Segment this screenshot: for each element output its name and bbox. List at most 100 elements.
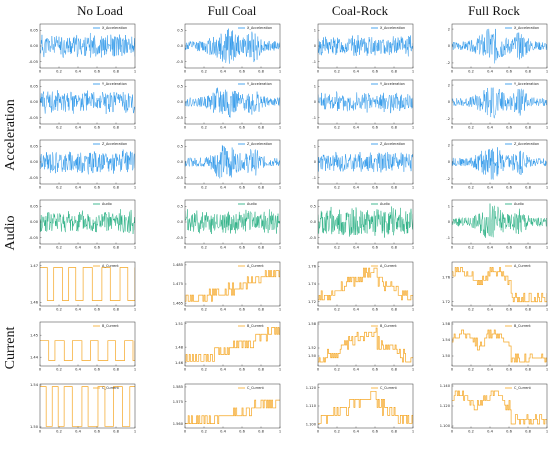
x-tick-label: 0 (451, 368, 454, 372)
y-tick-label: 1.72 (442, 300, 450, 304)
x-tick-label: 0.8 (113, 70, 119, 74)
axes-frame (451, 261, 548, 307)
x-tick-label: 0 (184, 126, 187, 130)
x-tick-label: 0 (451, 70, 454, 74)
y-tick-label: 0.5 (177, 144, 183, 148)
legend-label: X_Acceleration (380, 26, 405, 30)
legend-label: X_Acceleration (247, 26, 272, 30)
series-line-audio-full-coal (185, 209, 280, 235)
panel-x-accel-full-coal: -0.5 0.0 0.5 0 0.2 0.4 0.6 0.8 1 X_Acceleration (176, 23, 281, 74)
x-tick-label: 0.8 (258, 186, 264, 190)
x-tick-label: 0.8 (113, 368, 119, 372)
y-tick-label: 1.140 (440, 384, 451, 388)
x-tick-label: 0.4 (353, 368, 359, 372)
legend-label: Z_Acceleration (380, 142, 405, 146)
y-tick-label: 0.5 (177, 28, 183, 32)
legend-label: B_Current (514, 324, 531, 328)
y-tick-label: 1.560 (173, 422, 184, 426)
y-tick-label: 1.54 (30, 383, 39, 387)
panel-grid: -0.050.000.050 0.2 0.4 0.6 0.8 1X_Acceleratio… (29, 23, 548, 434)
axes-frame (184, 321, 281, 367)
x-tick-label: 0.6 (506, 308, 512, 312)
y-tick-label: -0.5 (176, 236, 183, 240)
x-tick-label: 0.2 (468, 186, 474, 190)
x-tick-label: 1 (412, 186, 414, 190)
panel-c-current-no-load: 1.50 1.54 0 0.2 0.4 0.6 0.8 1 C_Current (30, 383, 136, 433)
y-tick-label: -0.05 (29, 176, 38, 180)
x-tick-label: 0.6 (239, 70, 245, 74)
panel-audio-no-load: -0.05 0.00 0.05 0 0.2 0.4 0.6 0.8 1 Audio (29, 199, 136, 250)
x-tick-label: 0.6 (239, 430, 245, 434)
y-tick-label: 1.100 (306, 423, 317, 427)
panel-a-current-no-load: 1.46 1.47 0 0.2 0.4 0.6 0.8 1 A_Current (30, 261, 136, 312)
x-tick-label: 0.2 (334, 368, 340, 372)
y-tick-label: -2 (446, 117, 450, 121)
x-tick-label: 0.8 (525, 430, 531, 434)
series-line-y-accel-no-load (40, 90, 135, 114)
y-tick-label: 0.05 (30, 204, 38, 208)
panel-y-accel-no-load: -0.05 0.00 0.05 0 0.2 0.4 0.6 0.8 1 Y_Acceleratio… (29, 79, 136, 130)
series-line-audio-coal-rock (318, 206, 413, 238)
y-tick-label: 1.58 (442, 322, 451, 326)
x-tick-label: 0 (317, 308, 320, 312)
panel-a-current-full-coal: 1.465 1.475 1.485 0 0.2 0.4 0.6 0.8 1 A_Current (173, 261, 281, 312)
x-tick-label: 0.2 (334, 308, 340, 312)
x-tick-label: 0.2 (468, 430, 474, 434)
y-tick-label: 1.120 (440, 404, 451, 408)
x-tick-label: 0.6 (506, 246, 512, 250)
axes-frame (317, 383, 414, 429)
y-tick-label: 1.72 (308, 300, 316, 304)
y-tick-label: 0.0 (177, 44, 183, 48)
series-line-c-current-full-rock (452, 390, 547, 425)
panel-audio-full-rock: -1 0 1 0 0.2 0.4 0.6 0.8 1 Audio (446, 199, 548, 250)
x-tick-label: 0.4 (353, 430, 359, 434)
x-tick-label: 0.8 (113, 246, 119, 250)
x-tick-label: 0.4 (487, 308, 493, 312)
x-tick-label: 0.8 (258, 246, 264, 250)
y-tick-label: 1.76 (442, 275, 451, 279)
y-tick-label: 1.46 (30, 301, 39, 305)
y-tick-label: 1.44 (30, 355, 39, 359)
x-tick-label: 1 (546, 126, 548, 130)
y-tick-label: -0.05 (29, 236, 38, 240)
series-line-c-current-no-load (40, 386, 135, 427)
y-tick-label: 0.5 (177, 84, 183, 88)
x-tick-label: 0 (451, 186, 454, 190)
x-tick-label: 0 (451, 430, 454, 434)
y-tick-label: 0.05 (30, 84, 38, 88)
y-tick-label: -0.05 (29, 60, 38, 64)
legend-label: A_Current (380, 264, 397, 268)
panel-a-current-full-rock: 1.72 1.76 0 0.2 0.4 0.6 0.8 1 A_Current (442, 261, 548, 312)
legend-label: X_Acceleration (514, 26, 539, 30)
legend-label: C_Current (514, 386, 531, 390)
y-tick-label: 0.5 (310, 204, 316, 208)
x-tick-label: 0.4 (487, 126, 493, 130)
column-title-full-coal: Full Coal (208, 3, 257, 18)
y-tick-label: 1.110 (306, 404, 317, 408)
x-tick-label: 0.4 (353, 126, 359, 130)
x-tick-label: 0.8 (525, 368, 531, 372)
x-tick-label: 1 (546, 308, 548, 312)
legend-label: Audio (102, 202, 112, 206)
x-tick-label: 0.8 (391, 246, 397, 250)
y-tick-label: 0.00 (30, 100, 39, 104)
x-tick-label: 0.8 (113, 430, 119, 434)
x-tick-label: 1 (134, 368, 136, 372)
panel-z-accel-full-rock: -2 0 2 0 0.2 0.4 0.6 0.8 1 Z_Acceleration (446, 139, 548, 190)
row-title-current: Current (3, 327, 18, 370)
x-tick-label: 0.4 (75, 246, 81, 250)
panel-b-current-coal-rock: 1.50 1.52 1.58 0 0.2 0.4 0.6 0.8 1 B_Current (308, 321, 414, 372)
y-tick-label: 0.00 (30, 220, 39, 224)
series-line-b-current-coal-rock (318, 327, 413, 363)
legend-label: Z_Acceleration (247, 142, 272, 146)
column-title-no-load: No Load (77, 3, 123, 18)
legend-label: B_Current (247, 324, 264, 328)
x-tick-label: 0.6 (506, 126, 512, 130)
series-line-x-accel-full-rock (452, 28, 547, 64)
x-tick-label: 0 (451, 308, 454, 312)
x-tick-label: 0.6 (372, 430, 378, 434)
series-line-c-current-coal-rock (318, 390, 413, 424)
x-tick-label: 0.8 (391, 430, 397, 434)
series-line-c-current-full-coal (185, 399, 280, 424)
x-tick-label: 0.2 (56, 246, 62, 250)
